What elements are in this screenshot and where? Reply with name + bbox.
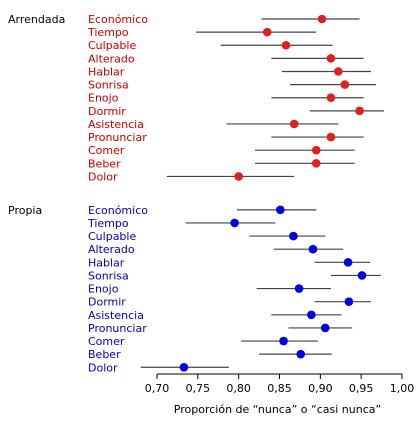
data-point bbox=[355, 106, 364, 116]
x-tick-label: 0,80 bbox=[226, 382, 251, 395]
row-label: Tiempo bbox=[87, 217, 129, 230]
row-label: Económico bbox=[88, 13, 148, 26]
group-label: Arrendada bbox=[8, 13, 65, 26]
x-axis: 0,70 0,75 0,80 0,85 0,90 0,95 1,00 bbox=[145, 373, 415, 395]
x-tick-label: 0,90 bbox=[308, 382, 333, 395]
row-label: Pronunciar bbox=[88, 131, 147, 144]
row-label: Pronunciar bbox=[88, 322, 147, 335]
x-axis-title: Proporción de “nunca” o “casi nunca” bbox=[174, 403, 381, 416]
row-label: Enojo bbox=[88, 92, 119, 105]
row-label: Económico bbox=[88, 204, 148, 217]
x-tick-label: 0,85 bbox=[267, 382, 292, 395]
row-label: Asistencia bbox=[88, 309, 144, 322]
row-label: Alterado bbox=[88, 243, 135, 256]
row-label: Sonrisa bbox=[88, 79, 129, 92]
data-point bbox=[317, 14, 327, 24]
data-point bbox=[276, 205, 285, 215]
row-label: Sonrisa bbox=[88, 269, 129, 282]
row-label: Dormir bbox=[88, 296, 126, 309]
row-label: Hablar bbox=[88, 65, 125, 78]
data-point bbox=[294, 284, 304, 293]
data-point bbox=[308, 244, 318, 254]
data-point bbox=[230, 218, 239, 228]
x-tick-label: 0,70 bbox=[145, 382, 170, 395]
data-point bbox=[357, 271, 367, 280]
row-label: Comer bbox=[88, 335, 125, 348]
x-tick-label: 0,95 bbox=[349, 382, 374, 395]
data-point bbox=[262, 27, 272, 37]
row-label: Enojo bbox=[88, 283, 119, 296]
data-point bbox=[289, 119, 299, 129]
row-label: Beber bbox=[88, 157, 121, 170]
data-point bbox=[326, 93, 336, 103]
data-point bbox=[320, 323, 330, 333]
data-point bbox=[179, 362, 189, 372]
data-point bbox=[296, 349, 306, 359]
data-point bbox=[334, 67, 343, 76]
data-point bbox=[326, 132, 336, 142]
data-point bbox=[234, 172, 243, 181]
plot-marks: Arrendada EconómicoTiempoCulpableAlterado… bbox=[8, 13, 385, 374]
data-point bbox=[326, 54, 336, 63]
row-label: Asistencia bbox=[88, 118, 144, 131]
data-point bbox=[343, 258, 353, 267]
row-label: Beber bbox=[88, 348, 121, 361]
x-tick-label: 1,00 bbox=[390, 382, 415, 395]
data-point bbox=[311, 159, 321, 168]
row-label: Culpable bbox=[88, 230, 136, 243]
row-label: Alterado bbox=[88, 52, 135, 65]
data-point bbox=[307, 310, 316, 320]
row-label: Comer bbox=[88, 144, 125, 157]
data-point bbox=[340, 80, 350, 89]
row-label: Hablar bbox=[88, 256, 125, 269]
group-label: Propia bbox=[8, 204, 42, 217]
data-point bbox=[344, 297, 354, 306]
data-point bbox=[289, 231, 298, 241]
data-point bbox=[281, 40, 291, 50]
row-label: Dolor bbox=[88, 361, 118, 374]
data-point bbox=[279, 336, 288, 346]
row-label: Culpable bbox=[88, 39, 136, 52]
row-label: Dormir bbox=[88, 105, 126, 118]
data-point bbox=[311, 145, 321, 155]
row-label: Dolor bbox=[88, 170, 118, 183]
x-tick-label: 0,75 bbox=[186, 382, 211, 395]
row-label: Tiempo bbox=[87, 26, 129, 39]
